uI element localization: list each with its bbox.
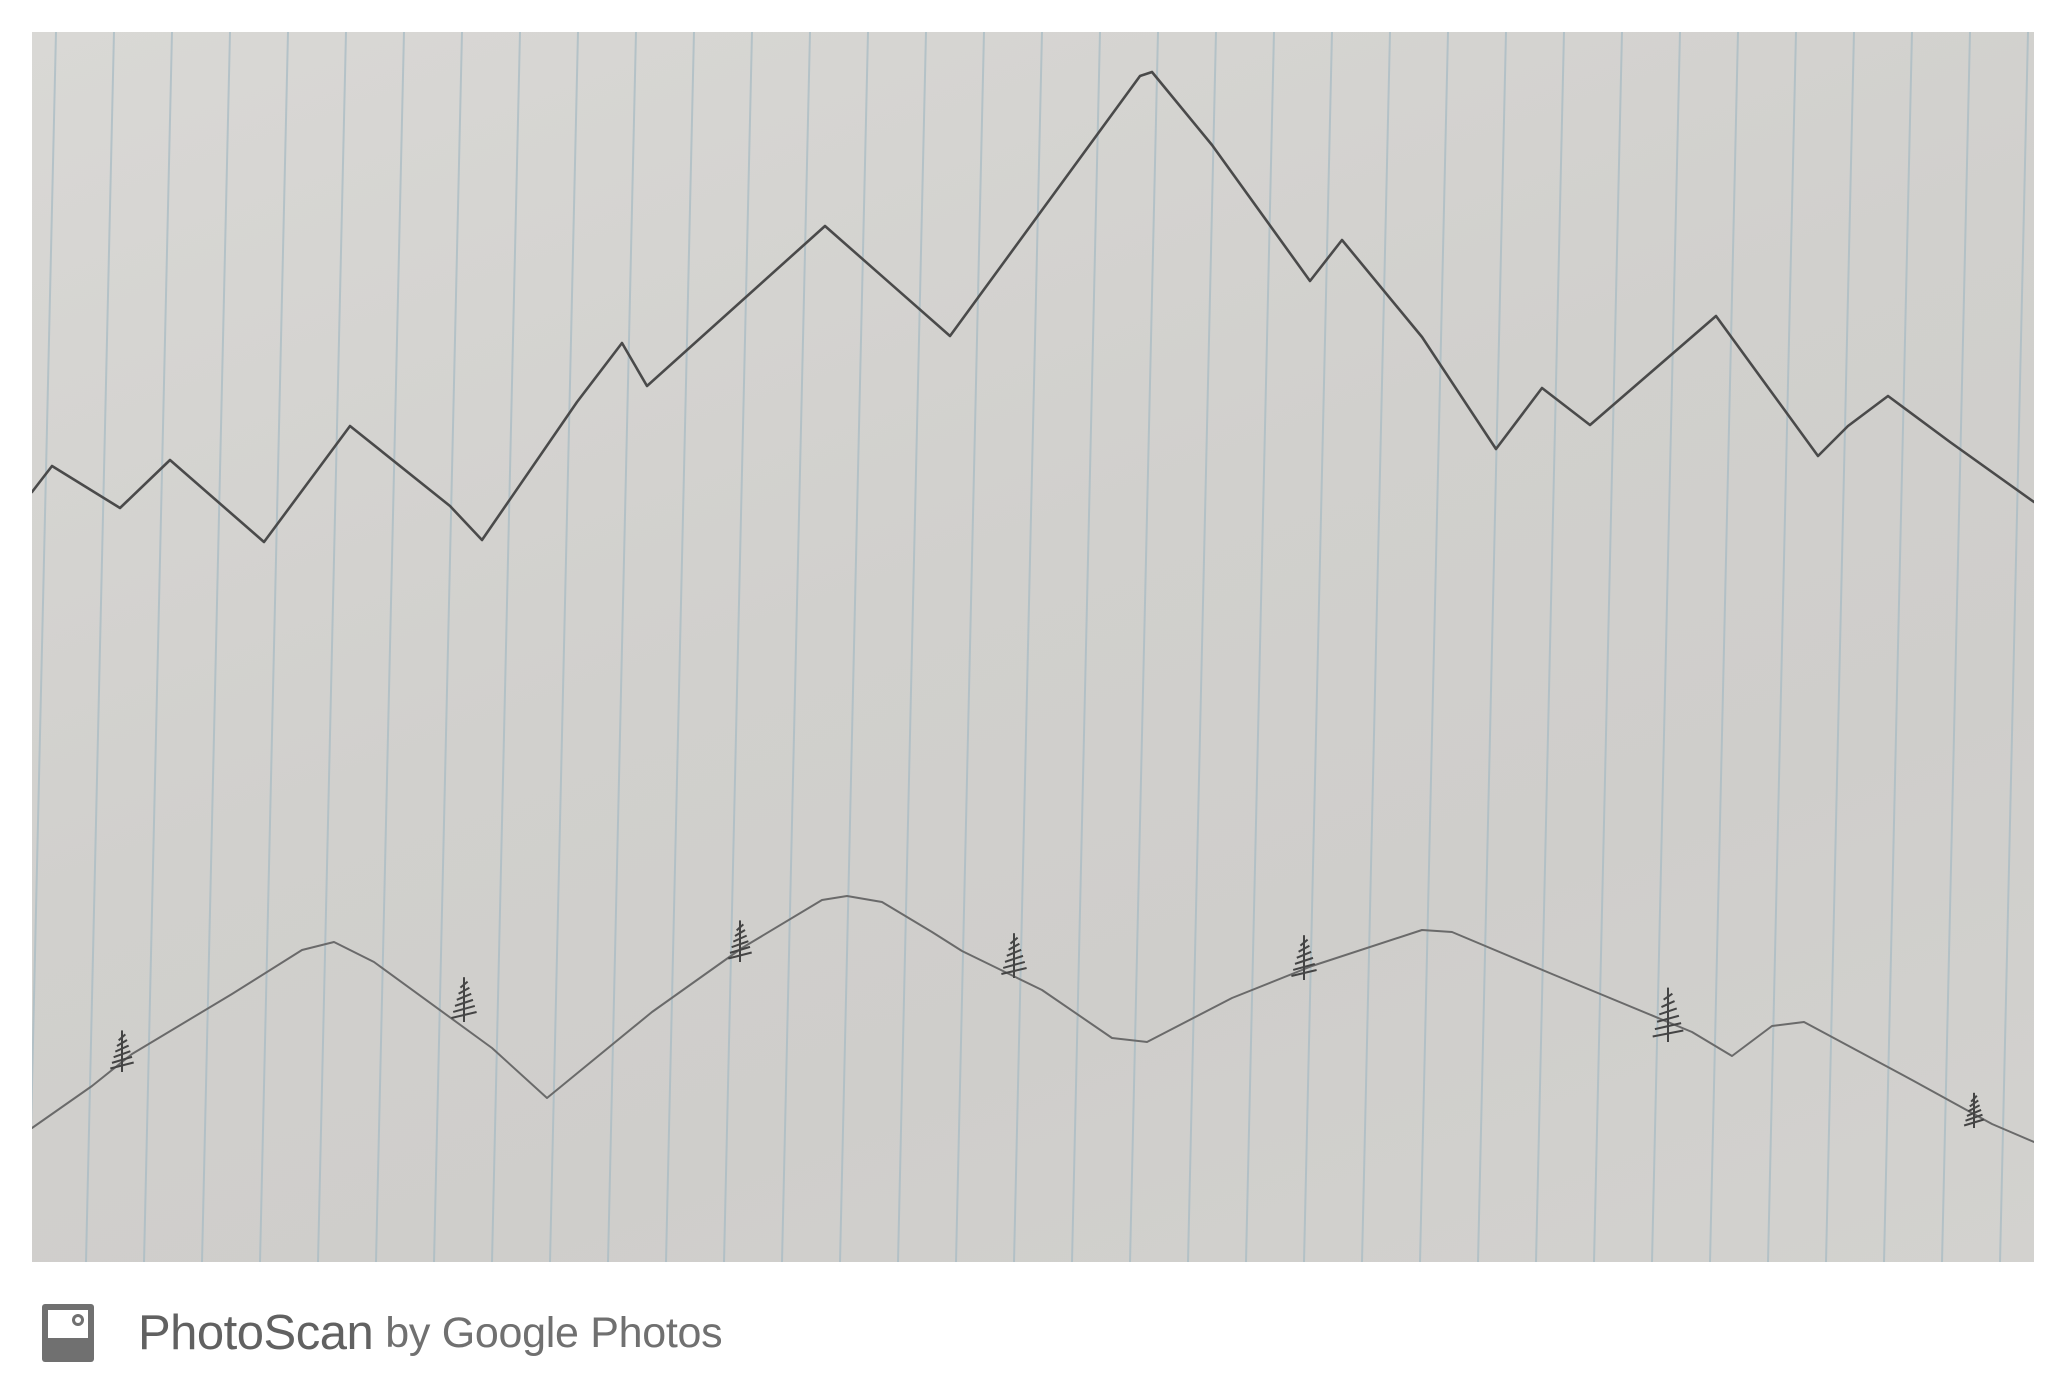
paper-rule-line (1013, 32, 1043, 1262)
pine-tree (1963, 1092, 1985, 1128)
pine-tree (728, 920, 752, 962)
paper-rule-line (781, 32, 811, 1262)
paper-rule-line (1187, 32, 1217, 1262)
paper-rule-line (549, 32, 579, 1262)
pine-tree (1652, 987, 1684, 1042)
ruled-lines (32, 32, 2029, 1262)
paper-rule-line (85, 32, 115, 1262)
pine-tree (1001, 933, 1027, 978)
paper-rule-line (1477, 32, 1507, 1262)
paper-rule-line (897, 32, 927, 1262)
photoscan-icon (42, 1304, 94, 1362)
paper-rule-line (1941, 32, 1971, 1262)
paper-rule-line (32, 32, 57, 1131)
paper-rule-line (1593, 32, 1623, 1262)
paper-rule-line (1883, 32, 1913, 1262)
paper-rule-line (1129, 32, 1159, 1262)
paper-rule-line (1767, 32, 1797, 1262)
paper-rule-line (955, 32, 985, 1262)
paper-rule-line (433, 32, 463, 1262)
paper-rule-line (1535, 32, 1565, 1262)
paper-rule-line (201, 32, 231, 1262)
paper-rule-line (1303, 32, 1333, 1262)
app-byline: by Google Photos (385, 1308, 723, 1357)
pine-tree (110, 1030, 134, 1072)
paper-rule-line (317, 32, 347, 1262)
photoscan-watermark: PhotoScan by Google Photos (40, 1298, 723, 1368)
scanned-photo (32, 32, 2034, 1262)
app-name: PhotoScan (138, 1306, 374, 1360)
pencil-sketch (32, 32, 2034, 1262)
paper-rule-line (665, 32, 695, 1262)
paper-rule-line (259, 32, 289, 1262)
paper-rule-line (1361, 32, 1391, 1262)
pine-trees (110, 920, 1985, 1128)
paper-rule-line (723, 32, 753, 1262)
paper-rule-line (839, 32, 869, 1262)
paper-rule-line (375, 32, 405, 1262)
paper-rule-line (1245, 32, 1275, 1262)
paper-rule-line (1709, 32, 1739, 1262)
mountain-ridge-line (32, 70, 2034, 544)
paper-rule-line (1651, 32, 1681, 1262)
paper-rule-line (1999, 32, 2029, 1262)
pine-tree (451, 977, 477, 1022)
paper-rule-line (607, 32, 637, 1262)
paper-rule-line (143, 32, 173, 1262)
paper-rule-line (1825, 32, 1855, 1262)
paper-rule-line (491, 32, 521, 1262)
paper-rule-line (1071, 32, 1101, 1262)
hill-line (32, 895, 2034, 1143)
pine-tree (1291, 935, 1317, 980)
paper-rule-line (1419, 32, 1449, 1262)
